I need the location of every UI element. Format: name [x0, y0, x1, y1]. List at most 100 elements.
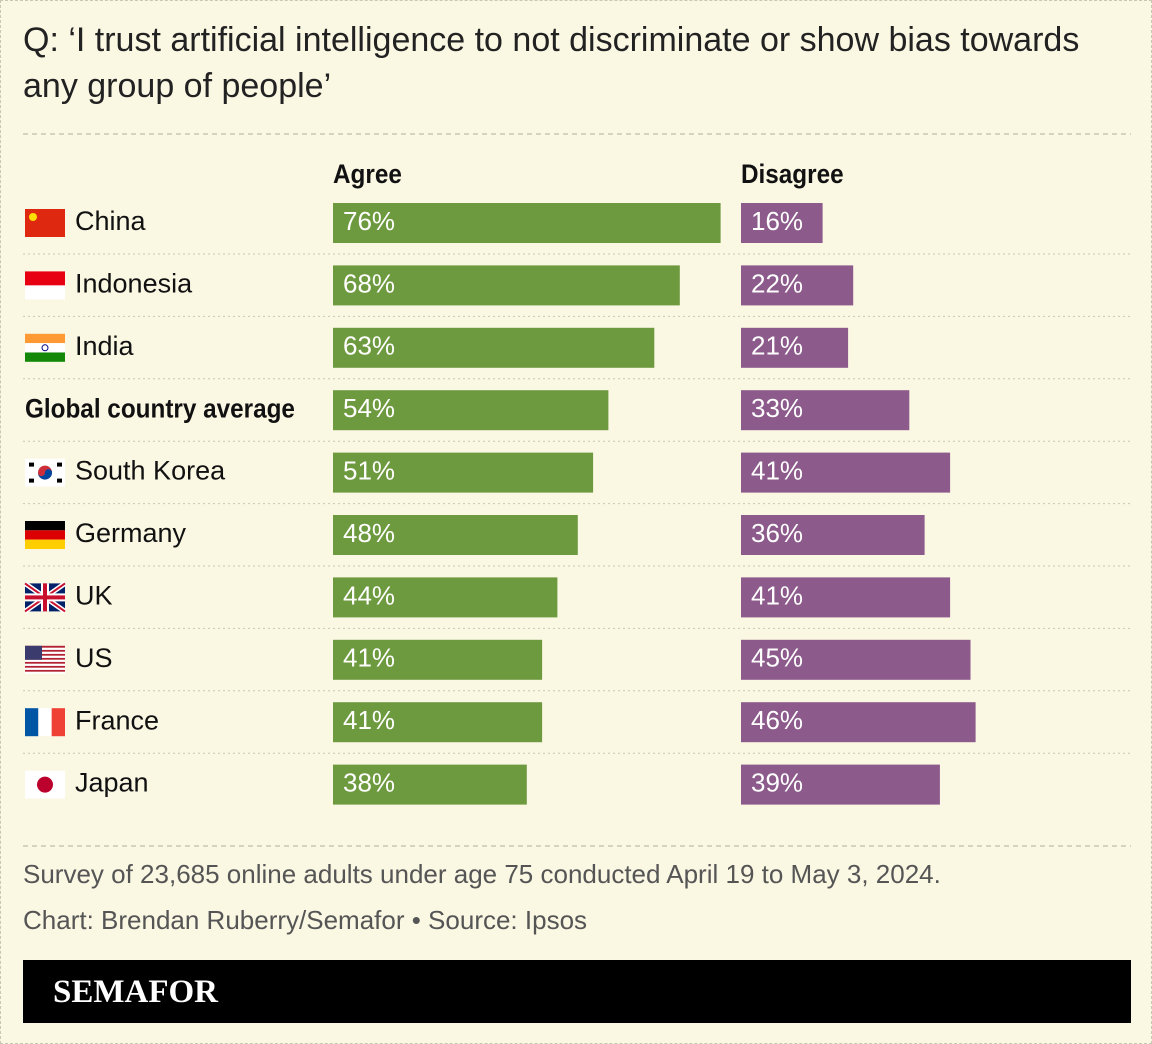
flag-part [29, 478, 34, 483]
chart-title: Q: ‘I trust artificial intelligence to n… [23, 21, 1080, 105]
bar [333, 764, 527, 805]
flag [25, 333, 65, 362]
bar [333, 515, 578, 555]
value-label: 76% [343, 206, 395, 236]
flag-part [25, 530, 65, 540]
bar [333, 265, 680, 306]
bar [333, 702, 543, 743]
value-label: 21% [751, 331, 803, 361]
value-label: 63% [343, 331, 395, 361]
value-label: 22% [751, 268, 803, 298]
category-label: Indonesia [75, 269, 193, 299]
category-label: France [75, 705, 159, 735]
value-label: 38% [343, 767, 395, 797]
flag-part [25, 645, 65, 648]
bar [333, 203, 721, 243]
flag [23, 581, 67, 614]
value-label: 48% [343, 518, 395, 548]
category-label: Global country average [25, 394, 295, 423]
flag-part [25, 657, 65, 660]
flag [25, 271, 65, 300]
flag [25, 209, 65, 237]
bar [741, 639, 971, 680]
flag-part [25, 647, 65, 650]
bar [333, 327, 655, 368]
credit: Chart: Brendan Ruberry/Semafor • Source:… [23, 905, 588, 935]
category-label: China [75, 206, 147, 236]
legend-label: Agree [333, 160, 402, 189]
flag-part [25, 671, 65, 674]
brand-bar: SEMAFOR [23, 960, 1131, 1023]
flag-part [25, 653, 65, 656]
flag-part [25, 651, 65, 654]
bar [741, 515, 925, 555]
category-label: South Korea [75, 456, 226, 486]
flag-part [25, 209, 65, 237]
bar [741, 265, 854, 306]
flag-part [25, 333, 65, 344]
value-label: 33% [751, 393, 803, 423]
flag [25, 521, 65, 549]
flag-part [25, 271, 65, 286]
flag-part [25, 663, 65, 666]
bar [333, 577, 558, 618]
value-label: 41% [751, 580, 803, 610]
value-label: 16% [751, 206, 803, 236]
category-label: US [75, 643, 113, 673]
flag-part [38, 708, 52, 737]
flag-part [25, 343, 65, 353]
flag-part [57, 462, 62, 467]
bar [333, 639, 543, 680]
flag-part [25, 665, 65, 668]
note: Survey of 23,685 online adults under age… [23, 859, 941, 889]
flag-part [57, 478, 62, 483]
bar [741, 390, 910, 431]
bar [333, 390, 609, 431]
bar [741, 452, 951, 493]
flag-part [29, 462, 34, 467]
value-label: 41% [751, 455, 803, 485]
flag [25, 708, 65, 737]
flag [25, 645, 65, 674]
flag-part [25, 667, 65, 670]
flag-part [25, 521, 65, 531]
value-label: 36% [751, 518, 803, 548]
value-label: 39% [751, 767, 803, 797]
value-label: 46% [751, 705, 803, 735]
value-label: 45% [751, 643, 803, 673]
bar [741, 203, 823, 243]
value-label: 44% [343, 580, 395, 610]
bar [333, 452, 594, 493]
value-label: 51% [343, 455, 395, 485]
category-label: UK [75, 581, 113, 611]
flag-part [25, 539, 65, 549]
flag-part [25, 661, 65, 664]
category-label: Japan [75, 768, 149, 798]
flag [25, 770, 65, 799]
bar [741, 577, 951, 618]
flag-part [25, 655, 65, 658]
value-label: 68% [343, 268, 395, 298]
category-label: India [75, 331, 135, 361]
legend-label: Disagree [741, 160, 844, 189]
bar [741, 702, 976, 743]
flag-part [25, 649, 65, 652]
flag-part [51, 708, 65, 737]
flag-part [37, 776, 53, 793]
value-label: 54% [343, 393, 395, 423]
value-label: 41% [343, 705, 395, 735]
flag-part [29, 213, 37, 221]
flag-part [25, 669, 65, 672]
flag-part [38, 469, 52, 480]
flag-part [25, 659, 65, 662]
category-label: Germany [75, 518, 187, 548]
flag-part [25, 595, 65, 600]
flag-part [25, 285, 65, 300]
flag-part [41, 344, 49, 352]
flag-part [25, 352, 65, 362]
flag-part [25, 708, 39, 737]
bar [741, 764, 940, 805]
flag-part [25, 645, 42, 660]
